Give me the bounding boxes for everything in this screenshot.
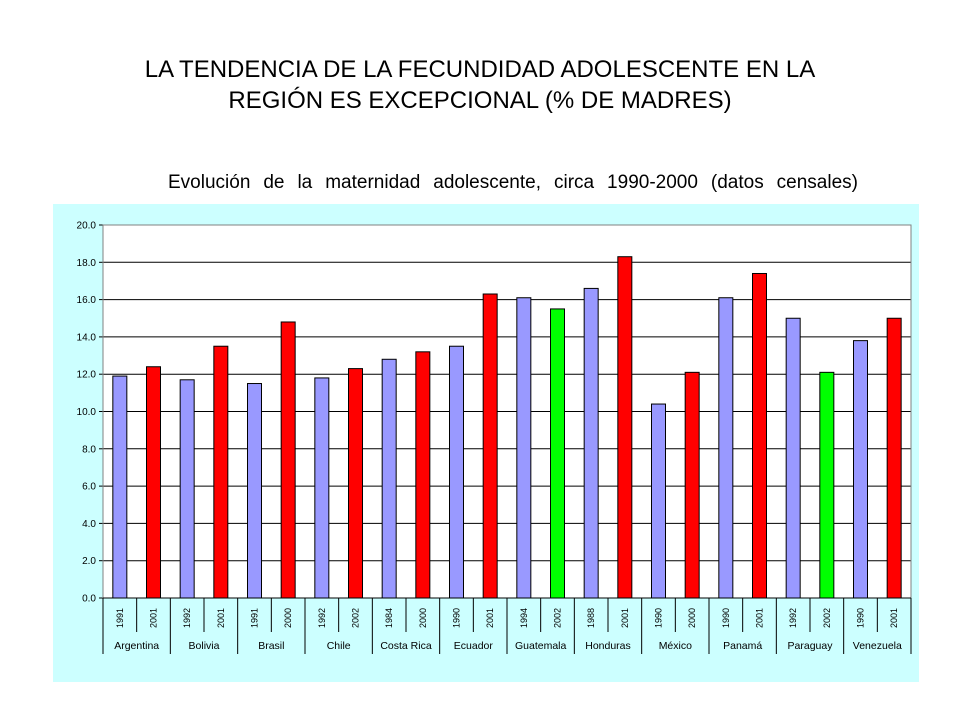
bar-bolivia-1992 (179, 379, 195, 599)
country-label: Venezuela (853, 640, 902, 652)
year-label: 1988 (586, 608, 596, 628)
bar-mxico-1990 (651, 403, 666, 599)
slide-title: LA TENDENCIA DE LA FECUNDIDAD ADOLESCENT… (80, 54, 880, 116)
country-label: México (659, 640, 692, 652)
year-label: 2001 (485, 608, 495, 628)
bar-chile-2002 (348, 368, 363, 599)
bar-paraguay-1992 (785, 317, 801, 599)
year-label: 2001 (216, 608, 226, 628)
slide-title-line-1: LA TENDENCIA DE LA FECUNDIDAD ADOLESCENT… (144, 56, 816, 83)
bar-venezuela-1990 (853, 340, 868, 599)
year-label: 1992 (317, 608, 327, 628)
year-label: 1991 (250, 608, 260, 628)
bar-bolivia-2001 (213, 345, 229, 599)
bar-honduras-1988 (583, 287, 599, 599)
year-label: 2002 (351, 608, 361, 628)
bar-panam-1990 (718, 297, 734, 599)
y-tick-label: 14.0 (77, 332, 97, 343)
chart-panel: 0.0 2.0 4.0 6.0 8.0 10.0 12.0 14.0 16.0 18.0 20.0 1… (53, 204, 919, 682)
country-label: Argentina (114, 640, 159, 652)
country-label: Brasil (258, 640, 284, 652)
year-label: 1994 (519, 608, 529, 628)
year-label: 2002 (822, 608, 832, 628)
bar-panam-2001 (752, 272, 767, 599)
country-label: Bolivia (189, 640, 220, 652)
country-label: Costa Rica (380, 640, 432, 652)
year-label: 1990 (856, 608, 866, 628)
y-tick-label: 0.0 (82, 594, 96, 605)
bar-argentina-2001 (146, 366, 161, 599)
year-label: 1992 (788, 608, 798, 628)
slide-title-line-2: REGIÓN ES EXCEPCIONAL (% DE MADRES) (228, 87, 732, 114)
year-label: 1991 (115, 608, 125, 628)
y-tick-label: 18.0 (77, 258, 97, 269)
bar-venezuela-2001 (886, 317, 902, 599)
country-label: Panamá (723, 640, 762, 652)
year-label: 1990 (654, 608, 664, 628)
y-tick-label: 10.0 (77, 407, 97, 418)
y-tick-label: 2.0 (82, 556, 96, 567)
bar-honduras-2001 (617, 256, 633, 599)
bar-costarica-1984 (381, 358, 397, 599)
bar-guatemala-1994 (516, 297, 532, 599)
year-label: 2001 (620, 608, 630, 628)
bar-brasil-1991 (247, 383, 262, 599)
bar-costarica-2000 (415, 351, 431, 599)
bar-ecuador-2001 (482, 293, 498, 599)
year-label: 1990 (721, 608, 731, 628)
year-label: 2002 (553, 608, 563, 628)
bar-chart: 0.0 2.0 4.0 6.0 8.0 10.0 12.0 14.0 16.0 18.0 20.0 1… (77, 221, 912, 654)
bar-ecuador-1990 (449, 345, 464, 599)
year-label: 2000 (418, 608, 428, 628)
year-label: 2000 (687, 608, 697, 628)
country-label: Honduras (585, 640, 631, 652)
year-label: 2001 (889, 608, 899, 628)
year-label: 2001 (755, 608, 765, 628)
year-label: 2000 (283, 608, 293, 628)
year-label: 2001 (149, 608, 159, 628)
bar-chile-1992 (314, 377, 330, 599)
y-tick-label: 4.0 (82, 519, 96, 530)
country-label: Chile (327, 640, 351, 652)
y-tick-label: 20.0 (77, 221, 97, 232)
y-tick-label: 12.0 (77, 370, 97, 381)
chart-title: Evolución de la maternidad adolescente, … (168, 172, 858, 193)
country-label: Paraguay (788, 640, 834, 652)
bar-paraguay-2002 (819, 371, 835, 599)
country-label: Ecuador (454, 640, 494, 652)
bar-brasil-2000 (280, 321, 296, 599)
year-label: 1990 (452, 608, 462, 628)
bar-mxico-2000 (684, 371, 700, 599)
bar-argentina-1991 (112, 375, 128, 599)
year-label: 1992 (182, 608, 192, 628)
chart-title-clip: Evolución de la maternidad adolescente, … (160, 168, 880, 204)
bar-guatemala-2002 (550, 308, 565, 599)
y-tick-label: 8.0 (82, 444, 96, 455)
y-tick-label: 6.0 (82, 482, 96, 493)
year-label: 1984 (384, 608, 394, 628)
country-label: Guatemala (515, 640, 567, 652)
y-tick-label: 16.0 (77, 295, 97, 306)
